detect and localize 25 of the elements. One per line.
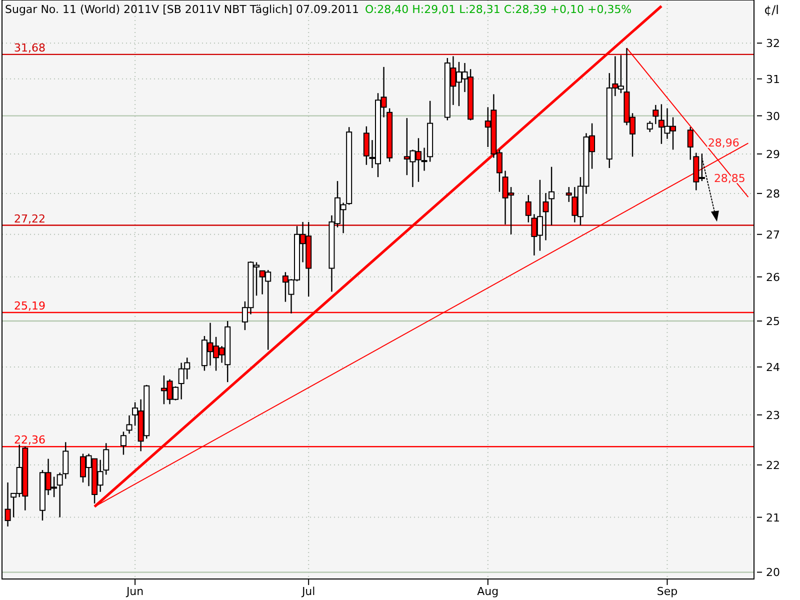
y-tick-label: 27 <box>766 228 780 242</box>
annotation: 28,96 <box>708 136 740 150</box>
y-tick-label: 32 <box>766 37 780 50</box>
y-tick-label: 23 <box>766 408 780 422</box>
y-tick-label: 22 <box>766 458 780 472</box>
chart-subtitle: O:28,40 H:29,01 L:28,31 C:28,39 +0,10 +0,35% <box>364 3 632 16</box>
y-tick-label: 25 <box>766 315 780 328</box>
x-tick-label: Jun <box>125 585 144 598</box>
ref-line-label: 25,19 <box>14 300 46 313</box>
y-axis-title: ¢/l <box>764 3 780 17</box>
ref-line-label: 27,22 <box>14 212 46 226</box>
ref-line-label: 22,36 <box>14 434 46 447</box>
y-tick-label: 28 <box>766 187 780 200</box>
y-tick-label: 21 <box>766 511 780 524</box>
y-tick-label: 26 <box>766 270 780 284</box>
x-tick-label: Aug <box>477 585 499 598</box>
y-tick-label: 30 <box>766 110 780 123</box>
y-tick-label: 20 <box>766 566 780 580</box>
y-tick-label: 31 <box>766 72 780 86</box>
y-tick-label: 24 <box>766 360 780 374</box>
x-tick-label: Sep <box>656 585 678 598</box>
x-tick-label: Jul <box>300 585 316 598</box>
chart-title: Sugar No. 11 (World) 2011V [SB 2011V NBT Täglich] 07.09.2011 <box>5 3 359 16</box>
y-tick-label: 29 <box>766 148 780 161</box>
ref-line-label: 31,68 <box>14 41 46 54</box>
